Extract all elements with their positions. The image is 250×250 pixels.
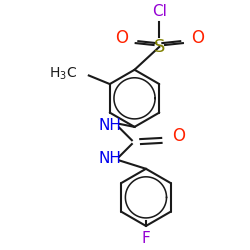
Text: NH: NH <box>98 151 121 166</box>
Text: H$_3$C: H$_3$C <box>49 65 78 82</box>
Text: Cl: Cl <box>152 4 167 19</box>
Text: O: O <box>172 127 185 145</box>
Text: NH: NH <box>98 118 121 132</box>
Text: F: F <box>142 231 150 246</box>
Text: S: S <box>154 38 165 56</box>
Text: O: O <box>191 29 204 47</box>
Text: O: O <box>115 29 128 47</box>
